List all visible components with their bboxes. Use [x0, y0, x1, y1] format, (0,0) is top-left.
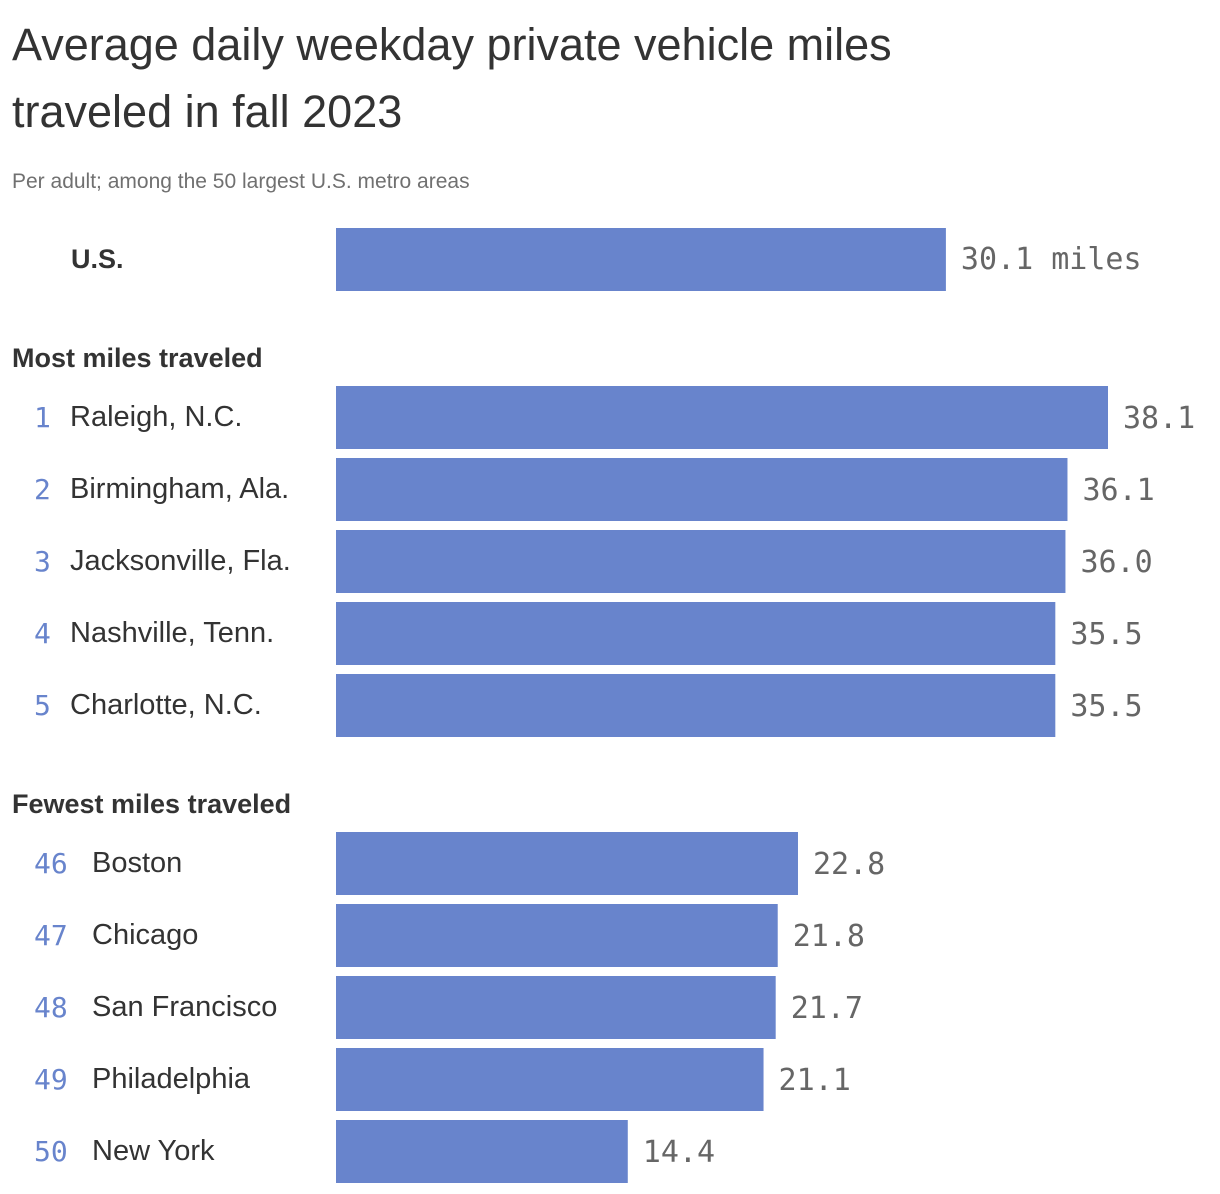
rank-label: 4: [34, 617, 51, 650]
group-heading: Fewest miles traveled: [12, 789, 291, 819]
value-label: 36.1: [1082, 473, 1154, 508]
bar: [336, 1048, 764, 1111]
value-label: 21.8: [793, 919, 865, 954]
bar-us: [336, 228, 946, 291]
rank-label: 5: [34, 689, 51, 722]
metro-name: San Francisco: [92, 991, 277, 1023]
value-label: 21.7: [791, 991, 863, 1026]
rank-label: 50: [34, 1135, 68, 1168]
us-label: U.S.: [71, 244, 124, 274]
bar: [336, 530, 1066, 593]
metro-name: Philadelphia: [92, 1063, 251, 1095]
value-label-us: 30.1 miles: [961, 242, 1142, 277]
bar: [336, 976, 776, 1039]
metro-name: New York: [92, 1135, 215, 1167]
metro-name: Boston: [92, 847, 182, 879]
value-label: 21.1: [779, 1063, 851, 1098]
rank-label: 1: [34, 401, 51, 434]
bar: [336, 458, 1068, 521]
metro-name: Chicago: [92, 919, 198, 951]
bar: [336, 674, 1056, 737]
value-label: 14.4: [643, 1135, 715, 1170]
rank-label: 3: [34, 545, 51, 578]
value-label: 36.0: [1080, 545, 1152, 580]
bar: [336, 386, 1108, 449]
bar-rows: U.S. 30.1 miles Most miles traveled 1 Raleig…: [12, 228, 1195, 1183]
value-label: 35.5: [1070, 689, 1142, 724]
rank-label: 48: [34, 991, 68, 1024]
bar: [336, 904, 778, 967]
rank-label: 2: [34, 473, 51, 506]
bar: [336, 1120, 628, 1183]
chart-title-line-2: traveled in fall 2023: [12, 86, 402, 137]
value-label: 35.5: [1070, 617, 1142, 652]
metro-name: Charlotte, N.C.: [70, 689, 262, 721]
value-label: 38.1: [1123, 401, 1195, 436]
chart-title-line-1: Average daily weekday private vehicle mi…: [12, 19, 892, 70]
metro-name: Jacksonville, Fla.: [70, 545, 291, 577]
chart-subtitle: Per adult; among the 50 largest U.S. met…: [12, 170, 470, 193]
value-label: 22.8: [813, 847, 885, 882]
rank-label: 49: [34, 1063, 68, 1096]
bar: [336, 602, 1056, 665]
metro-name: Birmingham, Ala.: [70, 473, 289, 505]
rank-label: 46: [34, 847, 68, 880]
bar: [336, 832, 798, 895]
rank-label: 47: [34, 919, 68, 952]
group-heading: Most miles traveled: [12, 343, 263, 373]
metro-name: Nashville, Tenn.: [70, 617, 274, 649]
metro-name: Raleigh, N.C.: [70, 401, 242, 433]
